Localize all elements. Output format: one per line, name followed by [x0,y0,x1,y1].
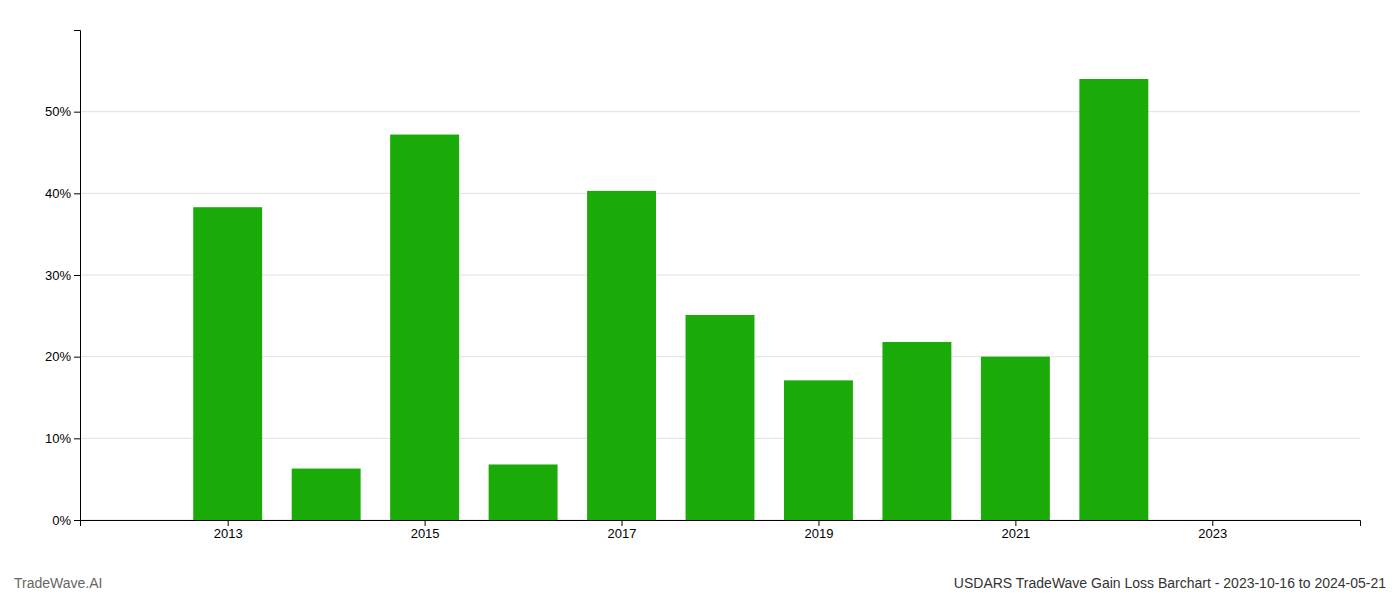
x-tick-mark [1015,520,1016,526]
grid-line [80,193,1360,194]
bars [193,79,1148,520]
x-tick-mark [425,520,426,526]
y-tick-mark [74,193,80,194]
x-tick-mark [228,520,229,526]
y-axis-line [74,31,81,521]
y-tick: 0% [52,513,80,528]
y-tick-mark [74,357,80,358]
plot: 2013 2015 2017 2019 2021 2023 0% 10% 20% 30% 40% 50… [45,31,1361,542]
grid-line [80,275,1360,276]
y-tick-label: 0% [52,513,71,528]
chart: 2013 2015 2017 2019 2021 2023 0% 10% 20% 30% 40% 50… [0,0,1400,600]
title: USDARS TradeWave Gain Loss Barchart - 20… [954,575,1386,591]
x-tick-label: 2013 [214,526,243,541]
y-tick: 40% [45,186,80,201]
x-tick: 2021 [1001,520,1030,541]
bar [686,315,755,520]
y-tick-label: 50% [45,104,71,119]
bar [193,207,262,520]
x-tick: 2017 [608,520,637,541]
bar [587,191,656,520]
y-tick-label: 40% [45,186,71,201]
x-tick-label: 2021 [1001,526,1030,541]
y-tick-label: 30% [45,268,71,283]
y-tick: 10% [45,431,80,446]
bar [390,135,459,520]
grid-line [80,111,1360,112]
bar [981,357,1050,520]
x-tick-label: 2019 [805,526,834,541]
x-tick-mark [1212,520,1213,526]
x-tick: 2019 [805,520,834,541]
y-tick: 50% [45,104,80,119]
y-axis: 0% 10% 20% 30% 40% 50% [45,31,81,528]
y-tick-mark [74,520,80,521]
y-tick-mark [74,438,80,439]
y-tick-mark [74,112,80,113]
x-axis-line [81,521,1361,527]
bar [489,464,558,520]
x-tick-label: 2015 [411,526,440,541]
x-tick-mark [622,520,623,526]
bar [784,380,853,520]
x-tick-label: 2023 [1198,526,1227,541]
bar [882,342,951,520]
x-tick-mark [818,520,819,526]
y-tick: 30% [45,268,80,283]
y-tick: 20% [45,349,80,364]
bar [1079,79,1148,520]
x-tick-label: 2017 [608,526,637,541]
grid [80,112,1360,520]
y-tick-mark [74,275,80,276]
x-tick: 2023 [1198,520,1227,541]
x-axis: 2013 2015 2017 2019 2021 2023 [81,520,1361,541]
x-tick: 2015 [411,520,440,541]
bar [292,469,361,520]
y-tick-label: 20% [45,349,71,364]
annotation: TradeWave.AI [14,575,102,591]
x-tick: 2013 [214,520,243,541]
y-tick-label: 10% [45,431,71,446]
